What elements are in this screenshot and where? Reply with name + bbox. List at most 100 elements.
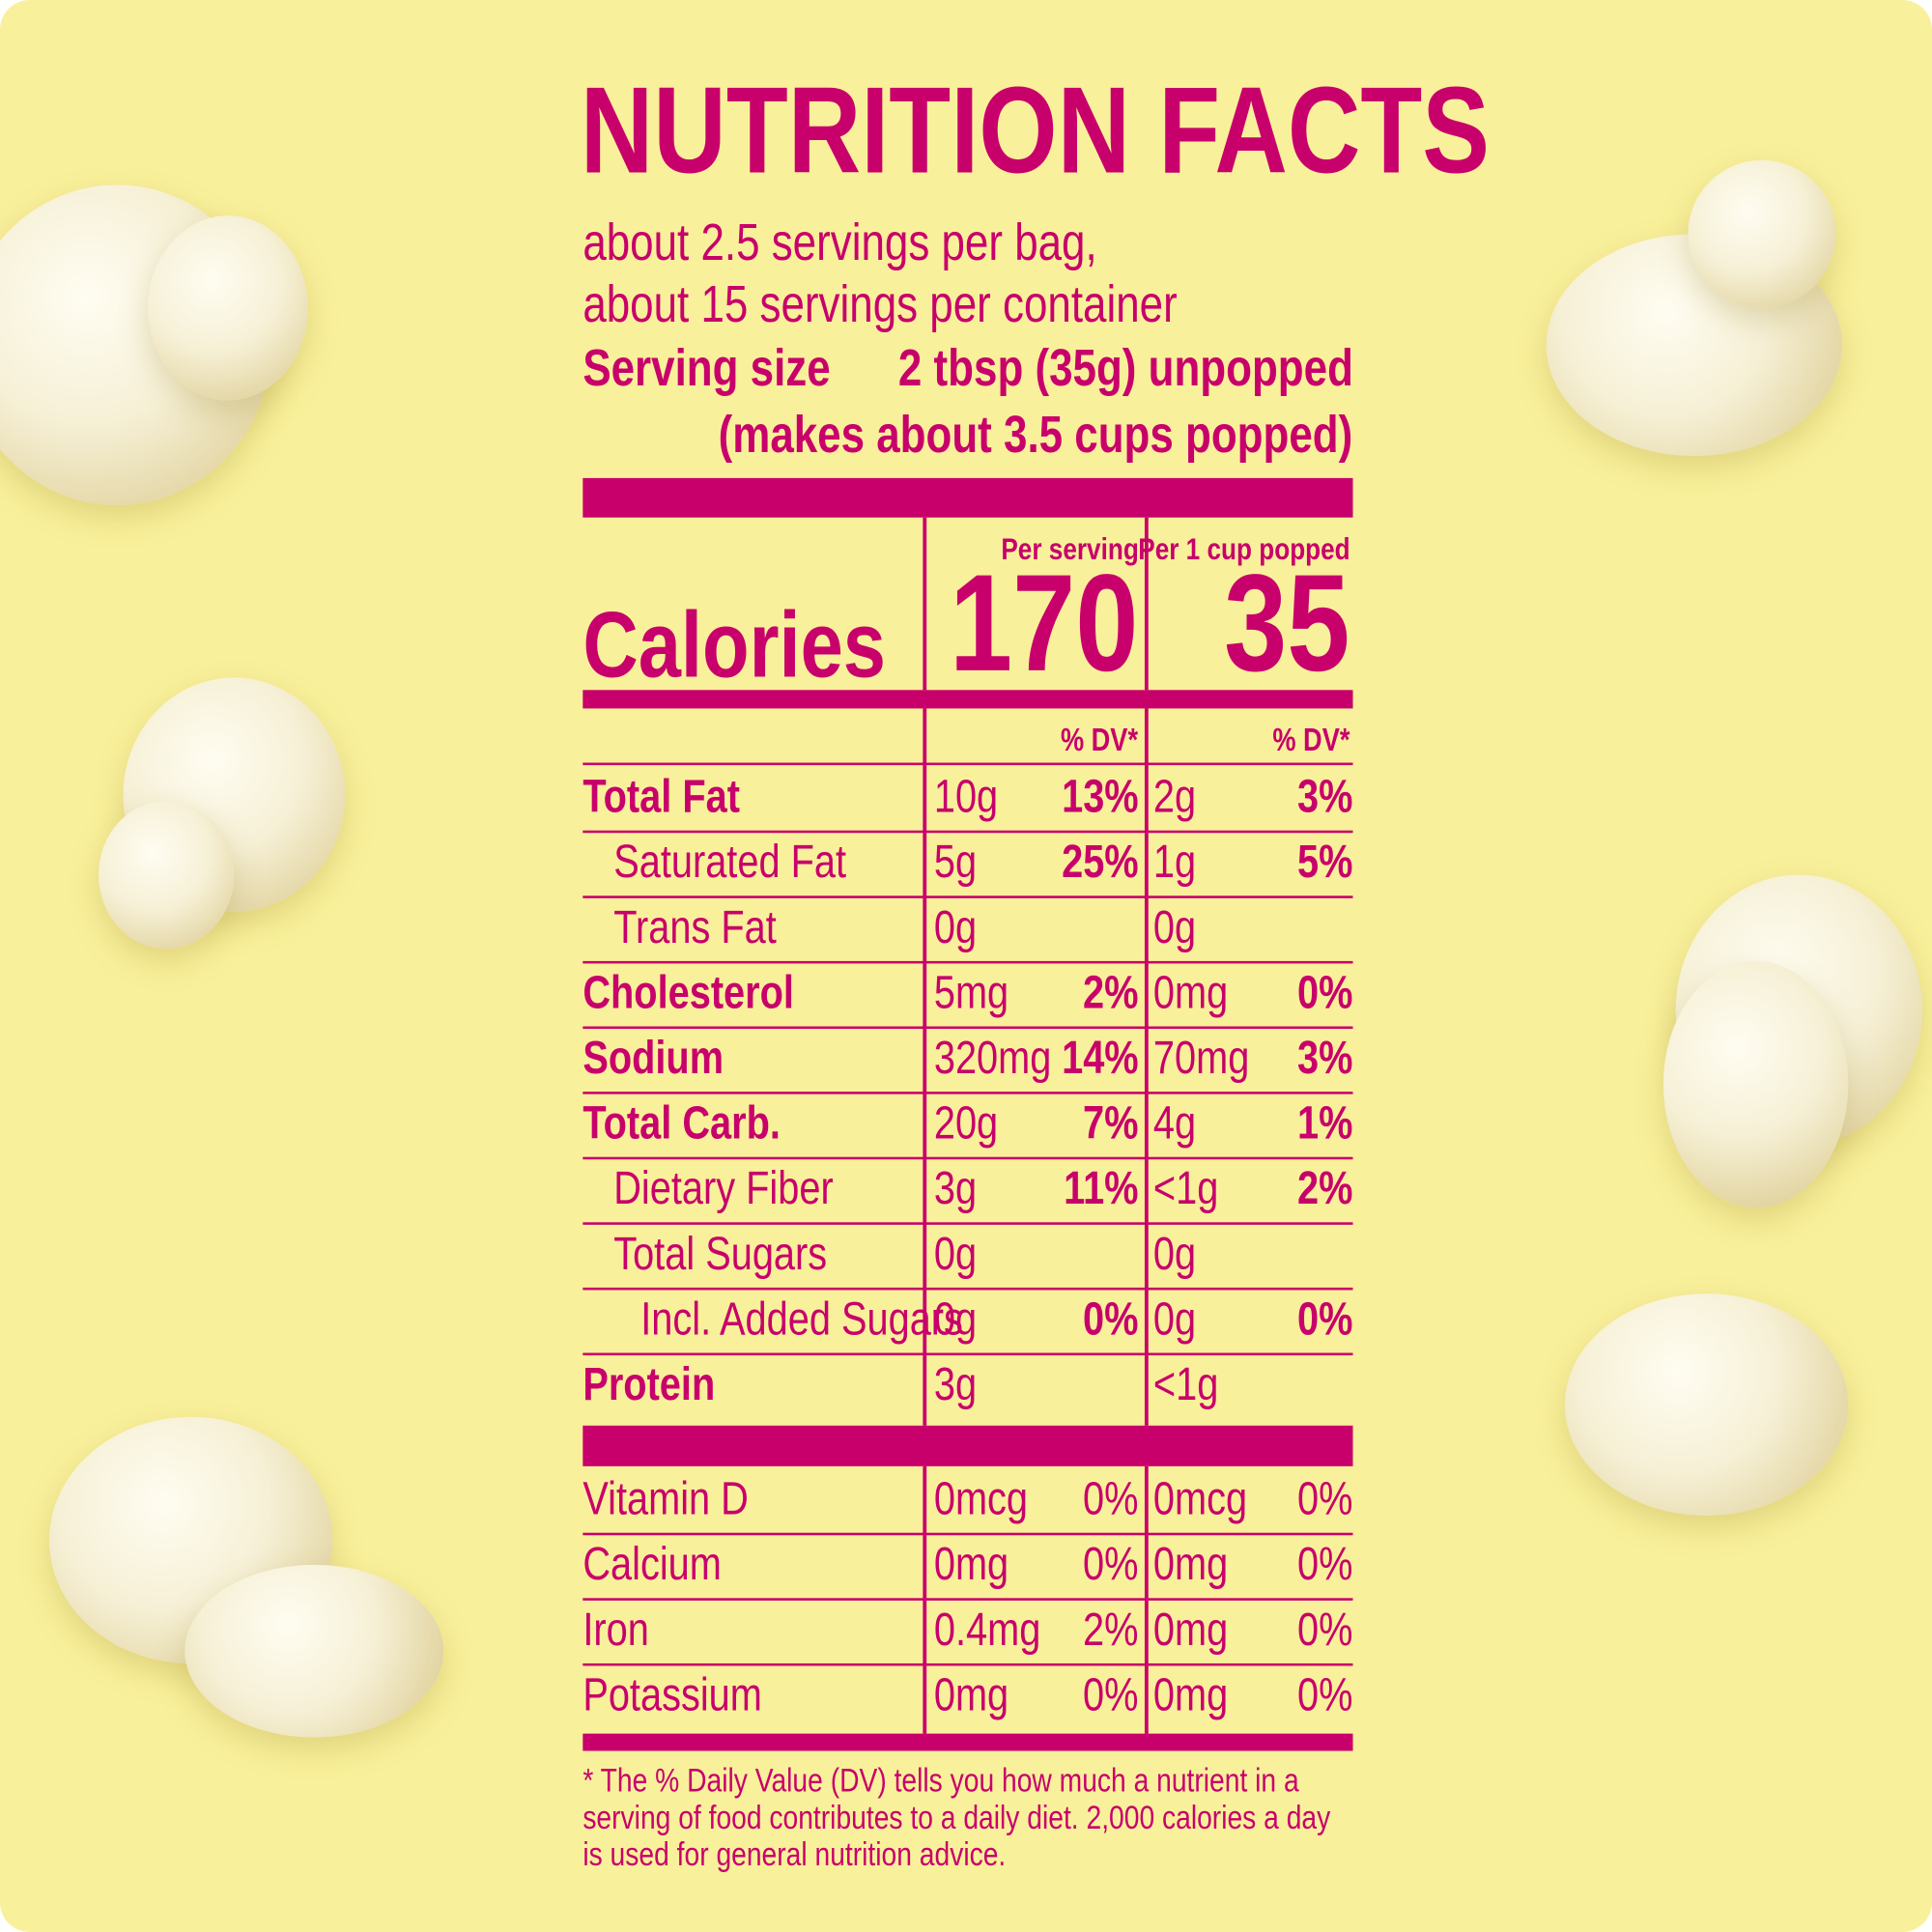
nutrient-name: Total Fat [582, 771, 740, 824]
daily-value: 3% [1297, 1032, 1353, 1085]
amount: 4g [1153, 1092, 1206, 1157]
daily-value: 0% [1083, 1539, 1139, 1591]
nutrient-name: Sodium [582, 1032, 724, 1085]
daily-value: 2% [1083, 1604, 1139, 1657]
daily-value: 11% [1047, 1157, 1138, 1223]
amount: 0.4mg [934, 1598, 1065, 1663]
daily-value: 25% [1045, 831, 1139, 896]
amount: 3g [934, 1353, 986, 1419]
daily-value: 11% [1064, 1163, 1139, 1215]
daily-value: 0% [1285, 1663, 1352, 1729]
column-header: Per 1 cup popped [1138, 532, 1350, 567]
amount: 70mg [1153, 1026, 1270, 1092]
dv-header: % DV* [1272, 721, 1350, 758]
daily-value: 0% [1285, 1598, 1352, 1663]
amount: 0mcg [1153, 1467, 1268, 1533]
amount: 2g [1152, 771, 1197, 824]
amount: 0mcg [1152, 1473, 1248, 1526]
row-line [582, 1598, 1353, 1601]
popcorn [99, 801, 235, 950]
amount: <1g [1152, 1358, 1219, 1411]
amount: 0g [1152, 1293, 1197, 1346]
daily-value: 0% [1285, 961, 1352, 1027]
nutrient-name: Total Sugars [613, 1222, 873, 1288]
nutrient-name: Cholesterol [582, 961, 840, 1027]
row-line [582, 895, 1353, 898]
nutrient-name: Sodium [582, 1026, 754, 1092]
amount: 5mg [934, 961, 1025, 1027]
amount: 0g [934, 1222, 986, 1288]
amount: 0mg [933, 1539, 1009, 1591]
popcorn [1688, 159, 1836, 308]
popcorn [148, 215, 308, 401]
nutrient-name: Total Fat [582, 765, 774, 831]
amount: 0mg [1153, 1663, 1244, 1729]
amount: 5g [934, 831, 986, 896]
dv-header: % DV* [1061, 721, 1139, 758]
daily-value: 2% [1071, 961, 1138, 1027]
nutrient-name: Trans Fat [613, 895, 812, 961]
amount: 10g [934, 765, 1012, 831]
amount: 10g [933, 771, 999, 824]
title: NUTRITION FACTS [580, 61, 1491, 200]
nutrient-name: Cholesterol [582, 967, 794, 1019]
daily-value: 3% [1285, 1026, 1352, 1092]
daily-value: 25% [1062, 837, 1139, 889]
amount: 1g [1152, 837, 1197, 889]
amount: 1g [1153, 831, 1206, 896]
servings: about 15 servings per container [582, 274, 1178, 333]
amount: 0mg [934, 1533, 1025, 1599]
daily-value: 0% [1297, 1669, 1353, 1721]
amount: 0mg [1152, 1539, 1229, 1591]
amount: 5g [933, 837, 978, 889]
amount: 0g [933, 1228, 978, 1281]
divider [582, 1425, 1353, 1466]
amount: 0g [933, 1293, 978, 1346]
amount: 320mg [934, 1026, 1077, 1092]
column-line [923, 517, 927, 691]
row-line [582, 960, 1353, 964]
nutrient-name: Iron [582, 1604, 649, 1657]
amount: 0g [1153, 895, 1206, 961]
daily-value: 0% [1071, 1288, 1139, 1353]
amount: <1g [1153, 1157, 1233, 1223]
amount: 0mg [1153, 1533, 1244, 1599]
nutrient-name: Dietary Fiber [613, 1163, 834, 1215]
row-line [582, 1662, 1353, 1666]
calories-value: 35 [1224, 546, 1350, 700]
daily-value: 3% [1297, 771, 1353, 824]
daily-value: 2% [1071, 1598, 1139, 1663]
daily-value: 0% [1083, 1293, 1139, 1346]
popcorn [185, 1564, 444, 1738]
column-header: Per serving [1001, 532, 1139, 567]
nutrient-name: Protein [582, 1353, 744, 1419]
amount: 0mg [933, 1669, 1009, 1721]
divider [582, 690, 1353, 709]
amount: 20g [933, 1097, 999, 1151]
nutrient-name: Calcium [582, 1533, 752, 1599]
amount: 0mg [1152, 1669, 1229, 1721]
column-line [1144, 708, 1149, 1426]
row-line [582, 1026, 1353, 1030]
amount: 0g [1153, 1222, 1206, 1288]
daily-value: 13% [1045, 765, 1139, 831]
row-line [582, 1287, 1353, 1291]
amount: 20g [934, 1092, 1012, 1157]
row-line [582, 1156, 1353, 1160]
nutrient-name: Calcium [582, 1539, 722, 1591]
popcorn [1564, 1293, 1849, 1516]
nutrient-name: Iron [582, 1598, 664, 1663]
amount: 0g [1153, 1288, 1206, 1353]
amount: 0g [934, 1288, 986, 1353]
calories-value: 170 [950, 546, 1139, 700]
daily-value: 14% [1062, 1032, 1139, 1085]
daily-value: 0% [1083, 1669, 1139, 1721]
daily-value: 2% [1297, 1163, 1353, 1215]
amount: 2g [1153, 765, 1206, 831]
nutrient-name: Vitamin D [582, 1467, 784, 1533]
serving-size-note: (makes about 3.5 cups popped) [718, 405, 1353, 464]
daily-value: 1% [1285, 1092, 1352, 1157]
servings: about 2.5 servings per bag, [582, 213, 1097, 271]
daily-value: 0% [1297, 967, 1353, 1019]
